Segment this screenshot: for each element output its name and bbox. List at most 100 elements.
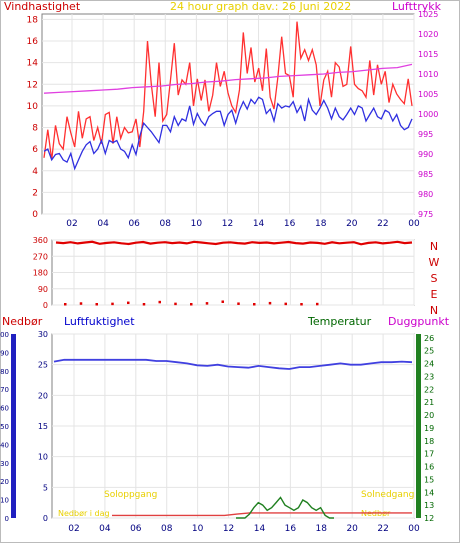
x-tick-labels: 02 04 06 08 10 12 14 16 18 20 22 00 — [68, 524, 420, 534]
temperature-tick-label: 18 — [424, 437, 434, 446]
left-tick-label: 270 — [33, 252, 48, 261]
x-tick-label: 10 — [191, 219, 203, 229]
compass-label: N — [430, 240, 438, 253]
temperature-tick-label: 21 — [424, 398, 434, 407]
direction-point — [205, 302, 209, 305]
temperature-axis-label: Temperatur — [307, 315, 372, 328]
left-tick-label: 12 — [27, 80, 38, 90]
chart-title: 24 hour graph dav.: 26 Juni 2022 — [170, 0, 351, 13]
temperature-tick-labels: 12 13 14 15 16 17 18 19 20 21 22 23 24 25 26 — [424, 334, 434, 523]
x-tick-label: 06 — [128, 219, 140, 229]
left-tick-label: 6 — [32, 145, 38, 155]
right-tick-label: 980 — [418, 190, 433, 199]
gridlines — [52, 333, 415, 519]
direction-point — [284, 302, 287, 306]
temperature-tick-label: 22 — [424, 385, 434, 394]
x-tick-label: 14 — [253, 219, 265, 229]
precip-tick-labels: 0 10 20 30 40 50 60 70 80 90 100 — [0, 331, 9, 523]
left-tick-label: 0 — [32, 210, 38, 220]
compass-label: E — [431, 288, 438, 301]
direction-point — [268, 301, 272, 305]
humidity-tick-label: 0 — [43, 514, 48, 523]
precip-today-annotation: Nedbør i dag — [58, 509, 110, 518]
left-tick-label: 2 — [32, 188, 38, 198]
direction-point — [300, 303, 303, 306]
humidity-tick-label: 15 — [38, 422, 48, 431]
temperature-tick-label: 17 — [424, 450, 434, 459]
direction-point — [158, 300, 161, 304]
dewpoint-axis-label: Duggpunkt — [388, 315, 450, 328]
humidity-line — [53, 358, 413, 370]
temperature-tick-label: 15 — [424, 475, 434, 484]
precip-tick-label: 30 — [0, 460, 9, 468]
precip-axis-label: Nedbør — [2, 315, 43, 328]
x-tick-label: 20 — [346, 219, 358, 229]
right-tick-label: 1025 — [418, 10, 438, 19]
temperature-tick-label: 19 — [424, 424, 434, 433]
precip-tick-label: 50 — [0, 423, 9, 431]
left-tick-labels: 0 90 180 270 360 — [33, 236, 48, 310]
right-tick-label: 995 — [418, 130, 433, 139]
sunset-annotation: Solnedgang — [361, 490, 414, 500]
left-tick-labels: 0 2 4 6 8 10 12 14 16 18 — [27, 15, 39, 220]
direction-point — [221, 300, 224, 303]
left-tick-label: 4 — [32, 167, 38, 177]
direction-points — [55, 240, 413, 306]
direction-line — [55, 240, 413, 246]
x-tick-label: 04 — [97, 219, 109, 229]
x-tick-label: 08 — [160, 219, 172, 229]
temperature-tick-label: 25 — [424, 347, 434, 356]
right-tick-label: 975 — [418, 210, 433, 219]
direction-point — [64, 303, 67, 306]
x-tick-label: 12 — [223, 524, 234, 534]
direction-point — [79, 302, 83, 305]
humidity-tick-labels: 0 5 10 15 20 25 30 — [38, 330, 48, 523]
left-tick-label: 8 — [32, 124, 38, 134]
right-tick-label: 1005 — [418, 90, 438, 99]
temperature-tick-label: 20 — [424, 411, 434, 420]
right-tick-label: 985 — [418, 170, 433, 179]
left-tick-label: 16 — [27, 37, 39, 47]
left-tick-label: 0 — [43, 301, 48, 310]
humidity-tick-label: 20 — [38, 391, 48, 400]
precip-tick-label: 10 — [0, 497, 9, 505]
right-tick-labels: 975 980 985 990 995 1000 1005 1010 1015 1020 1025 — [418, 10, 438, 219]
left-tick-label: 10 — [27, 102, 39, 112]
compass-label: W — [429, 256, 440, 269]
left-axis-label: Vindhastighet — [4, 0, 81, 13]
right-tick-label: 1010 — [418, 70, 438, 79]
direction-point — [174, 302, 177, 306]
x-tick-label: 06 — [130, 524, 142, 534]
temperature-tick-label: 13 — [424, 501, 434, 510]
precip-tick-label: 70 — [0, 386, 9, 394]
left-tick-label: 18 — [27, 15, 39, 25]
x-tick-label: 22 — [377, 524, 388, 534]
precip-tick-label: 90 — [0, 349, 9, 357]
x-tick-label: 14 — [254, 524, 266, 534]
compass-label: S — [431, 272, 438, 285]
right-tick-label: 1020 — [418, 30, 438, 39]
left-tick-label: 14 — [27, 59, 39, 69]
precip-tick-label: 80 — [0, 368, 9, 376]
x-tick-label: 18 — [316, 524, 328, 534]
humidity-tick-label: 5 — [43, 483, 48, 492]
sunrise-annotation: Soloppgang — [104, 490, 157, 500]
gridlines — [42, 14, 415, 215]
x-tick-label: 22 — [377, 219, 388, 229]
direction-point — [127, 301, 130, 305]
humidity-tick-label: 30 — [38, 330, 48, 339]
x-tick-label: 18 — [315, 219, 327, 229]
right-tick-label: 990 — [418, 150, 433, 159]
direction-point — [190, 303, 193, 306]
direction-point — [253, 303, 256, 306]
gridlines — [52, 239, 415, 306]
right-tick-label: 1015 — [418, 50, 438, 59]
wind-gust-line — [43, 21, 413, 160]
precip-scale-bar — [11, 334, 16, 518]
right-axis-label: Lufttrykk — [392, 0, 442, 13]
precip-tick-label: 0 — [5, 515, 9, 523]
series-lines — [43, 21, 413, 171]
x-tick-label: 12 — [222, 219, 233, 229]
